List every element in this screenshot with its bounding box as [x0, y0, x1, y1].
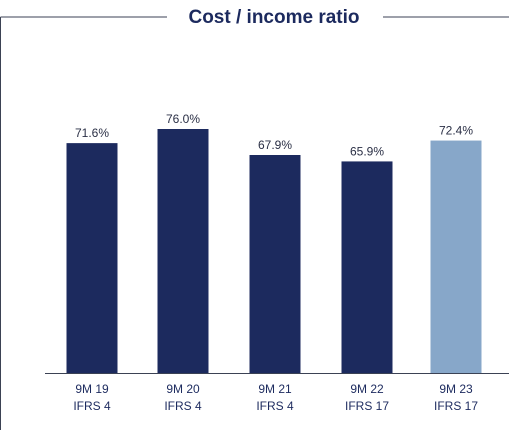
chart-frame-lines [0, 16, 509, 430]
bar-1 [66, 143, 118, 373]
bars-group [66, 129, 482, 373]
data-label-5: 72.4% [439, 124, 473, 138]
data-label-4: 65.9% [350, 144, 384, 158]
bar-4 [341, 161, 393, 373]
x-tick-label-1-line-2: IFRS 4 [73, 399, 111, 413]
x-tick-label-4-line-2: IFRS 17 [345, 399, 389, 413]
x-axis-tick-labels: 9M 19 IFRS 4 9M 20 IFRS 4 9M 21 IFRS 4 9M 22 IF… [73, 382, 478, 413]
bar-2 [157, 129, 209, 373]
data-label-1: 71.6% [75, 126, 109, 140]
x-tick-label-4-line-1: 9M 22 [350, 382, 384, 396]
x-tick-label-2-line-2: IFRS 4 [164, 399, 202, 413]
data-label-2: 76.0% [166, 112, 200, 126]
x-tick-label-3-line-2: IFRS 4 [256, 399, 294, 413]
x-tick-label-2-line-1: 9M 20 [166, 382, 200, 396]
value-labels-group: 71.6% 76.0% 67.9% 65.9% 72.4% [75, 112, 473, 158]
x-tick-label-3-line-1: 9M 21 [258, 382, 292, 396]
chart-title: Cost / income ratio [188, 7, 359, 28]
x-tick-label-1-line-1: 9M 19 [75, 382, 109, 396]
bar-3 [249, 155, 301, 373]
x-tick-label-5-line-1: 9M 23 [439, 382, 473, 396]
x-tick-label-5-line-2: IFRS 17 [434, 399, 478, 413]
bar-5 [430, 140, 482, 373]
data-label-3: 67.9% [258, 138, 292, 152]
